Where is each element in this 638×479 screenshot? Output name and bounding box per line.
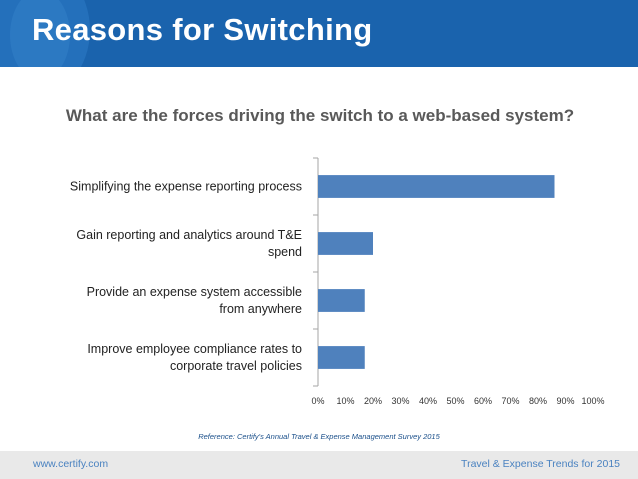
x-tick-label: 20% bbox=[364, 396, 382, 406]
header-decoration-inner bbox=[10, 0, 70, 67]
footer-website: www.certify.com bbox=[33, 458, 109, 470]
footer-bar: www.certify.com Travel & Expense Trends … bbox=[0, 451, 638, 479]
x-tick-label: 50% bbox=[446, 396, 464, 406]
header-banner: Reasons for Switching bbox=[0, 0, 638, 67]
bar-2 bbox=[318, 232, 373, 255]
x-tick-label: 80% bbox=[529, 396, 547, 406]
footer-report-title: Travel & Expense Trends for 2015 bbox=[461, 458, 620, 470]
category-label: corporate travel policies bbox=[170, 359, 302, 373]
header-decoration bbox=[0, 0, 90, 67]
x-tick-label: 100% bbox=[581, 396, 604, 406]
x-tick-label: 90% bbox=[556, 396, 574, 406]
reference-note: Reference: Certify's Annual Travel & Exp… bbox=[198, 432, 440, 441]
bar-3 bbox=[318, 289, 365, 312]
category-label: spend bbox=[268, 245, 302, 259]
x-tick-label: 0% bbox=[311, 396, 324, 406]
category-label: from anywhere bbox=[219, 302, 302, 316]
x-tick-label: 70% bbox=[501, 396, 519, 406]
x-tick-label: 30% bbox=[391, 396, 409, 406]
x-tick-label: 40% bbox=[419, 396, 437, 406]
chart-title: What are the forces driving the switch t… bbox=[65, 106, 575, 125]
bar-4 bbox=[318, 346, 365, 369]
category-label: Improve employee compliance rates to bbox=[87, 342, 302, 356]
x-tick-label: 10% bbox=[336, 396, 354, 406]
category-label: Gain reporting and analytics around T&E bbox=[76, 228, 302, 242]
bar-1 bbox=[318, 175, 555, 198]
x-tick-label: 60% bbox=[474, 396, 492, 406]
bar-chart: Simplifying the expense reporting proces… bbox=[70, 157, 605, 406]
category-label: Simplifying the expense reporting proces… bbox=[70, 180, 302, 194]
category-label: Provide an expense system accessible bbox=[87, 285, 302, 299]
slide-title: Reasons for Switching bbox=[32, 12, 373, 47]
